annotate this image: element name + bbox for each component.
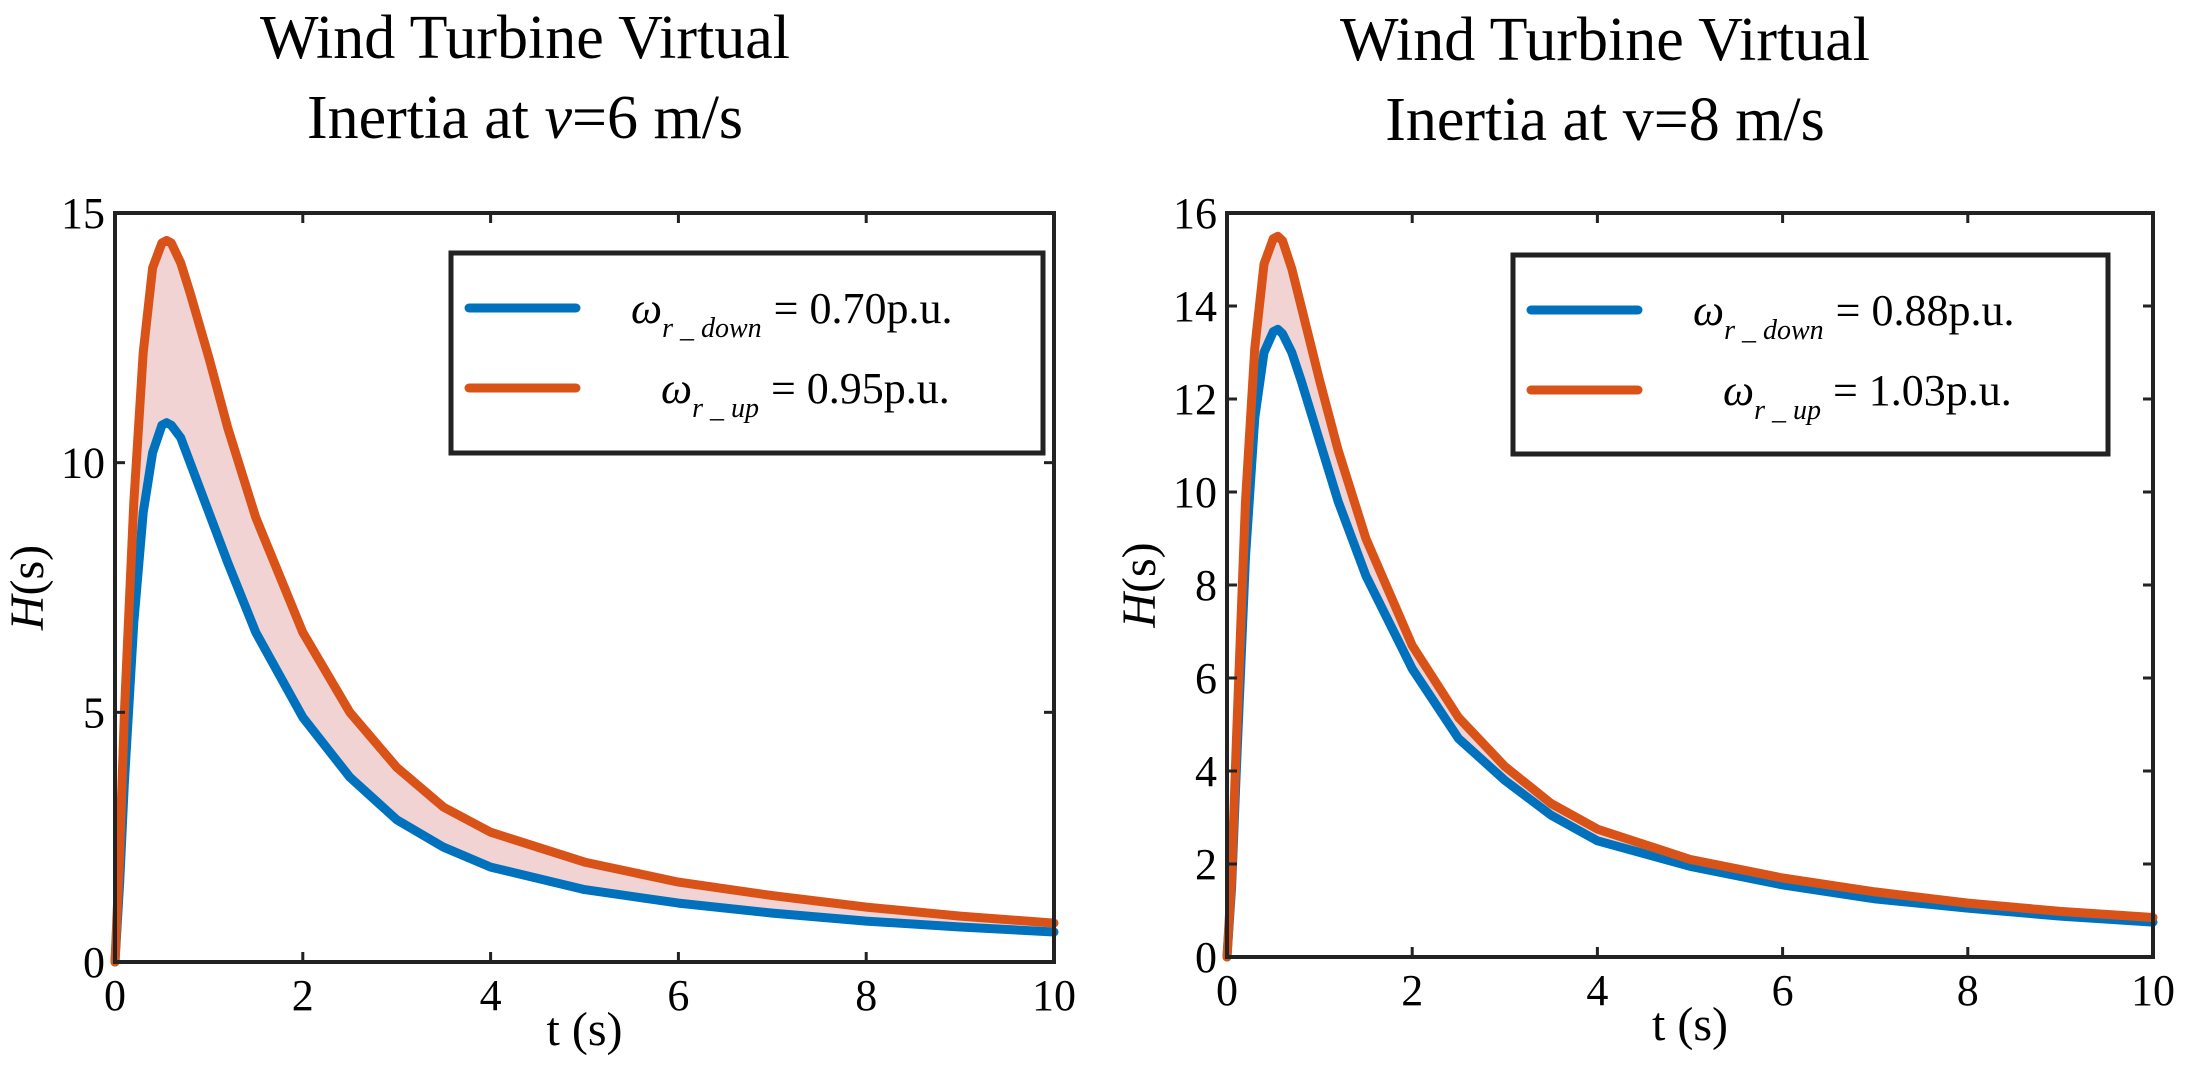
y-tick-label: 10 [61,439,105,488]
legend-symbol: ω [1693,286,1724,335]
chart-title-right: Wind Turbine Virtual Inertia at v=8 m/s [1135,0,2075,160]
series-line-up [110,236,1059,967]
y-tick-label: 15 [61,189,105,238]
series-line-down [110,418,1059,967]
legend-label-up: ωr _ up = 0.95p.u. [661,364,950,424]
legend-symbol: ω [631,284,662,333]
series-line-up [1222,231,2158,962]
plot-frame [113,211,1056,964]
y-tick-label: 0 [1195,933,1217,982]
y-tick-label: 14 [1173,282,1217,331]
y-axis-label-variable: H [1113,591,1166,629]
x-tick-label: 2 [292,971,314,1020]
chart-title-line2: Inertia at v=6 m/s [60,78,990,158]
title-prefix: Inertia at v=8 m/s [1385,86,1825,154]
y-tick-label: 6 [1195,654,1217,703]
legend-subscript: r _ up [1754,395,1821,426]
y-tick-label: 8 [1195,561,1217,610]
legend-box [1510,252,2111,457]
chart-title-left: Wind Turbine Virtual Inertia at v=6 m/s [60,0,990,158]
chart-title-line2: Inertia at v=8 m/s [1135,80,2075,160]
legend-box [448,250,1046,456]
x-tick-label: 0 [1216,966,1238,1015]
title-suffix: =6 m/s [572,84,744,152]
y-axis-label-unit: (s) [1,545,54,596]
legend-subscript: r _ up [692,393,759,424]
x-tick-label: 6 [667,971,689,1020]
legend-label-down: ωr _ down = 0.88p.u. [1693,286,2014,346]
chart-panel-left: Wind Turbine Virtual Inertia at v=6 m/s … [1,0,1076,1056]
legend-symbol: ω [1723,366,1754,415]
legend-subscript: r _ down [662,313,762,344]
chart-title-line1: Wind Turbine Virtual [260,4,790,72]
x-tick-label: 10 [2131,966,2175,1015]
chart-panel-right: Wind Turbine Virtual Inertia at v=8 m/s … [1095,0,2190,1073]
x-tick-label: 6 [1772,966,1794,1015]
y-axis-label-variable: H [1,593,54,631]
x-tick-label: 2 [1401,966,1423,1015]
title-prefix: Inertia at [306,84,545,152]
y-tick-label: 16 [1173,189,1217,238]
legend-value: = 0.95p.u. [771,364,950,413]
y-axis-label: H(s) [1113,542,1166,628]
x-tick-label: 8 [855,971,877,1020]
x-axis-label: t (s) [1652,998,1728,1051]
x-axis-label: t (s) [547,1003,623,1056]
legend-label-down: ωr _ down = 0.70p.u. [631,284,952,344]
legend-subscript: r _ down [1724,315,1824,346]
x-tick-label: 10 [1032,971,1076,1020]
legend-value: = 1.03p.u. [1833,366,2012,415]
y-axis-label-unit: (s) [1113,542,1166,593]
legend-symbol: ω [661,364,692,413]
legend-label-up: ωr _ up = 1.03p.u. [1723,366,2012,426]
y-axis-label: H(s) [1,545,54,631]
x-tick-label: 0 [104,971,126,1020]
x-tick-label: 4 [480,971,502,1020]
legend-value: = 0.88p.u. [1836,286,2015,335]
y-tick-label: 2 [1195,840,1217,889]
y-tick-label: 4 [1195,747,1217,796]
y-tick-label: 10 [1173,468,1217,517]
y-tick-label: 0 [83,938,105,987]
x-tick-label: 8 [1957,966,1979,1015]
legend-value: = 0.70p.u. [774,284,953,333]
y-tick-label: 5 [83,688,105,737]
title-variable: v [544,84,572,152]
y-tick-label: 12 [1173,375,1217,424]
x-tick-label: 4 [1586,966,1608,1015]
chart-title-line1: Wind Turbine Virtual [1340,6,1870,74]
